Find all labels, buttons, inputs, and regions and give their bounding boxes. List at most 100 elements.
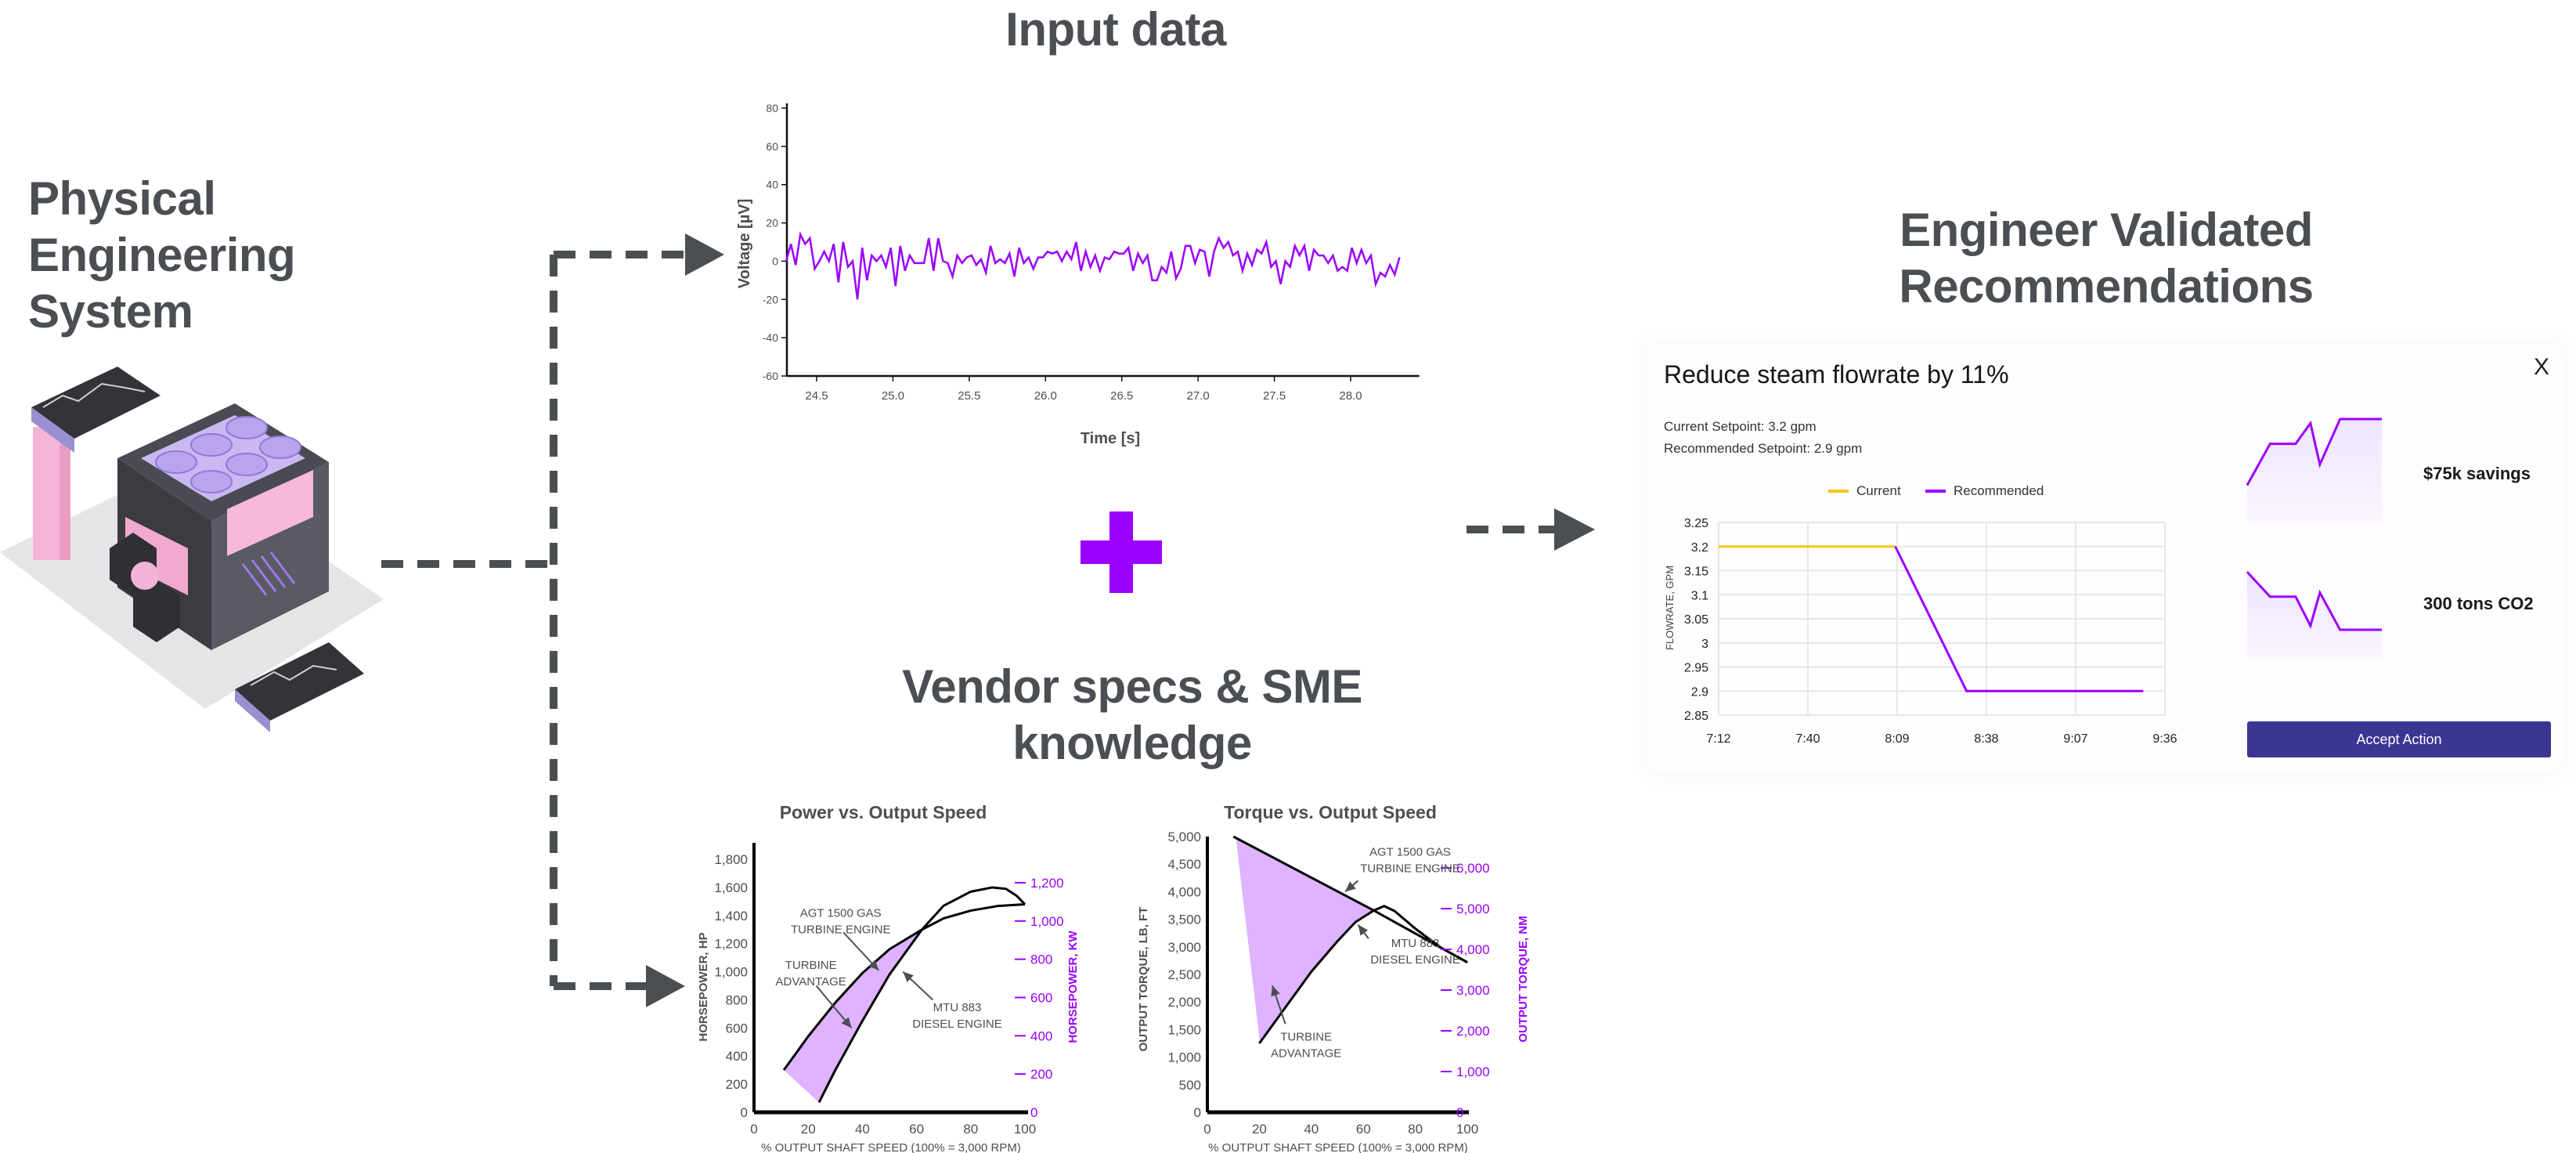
y-tick-label: 3.2 [1691, 541, 1708, 555]
annotation-label: TURBINE [785, 959, 837, 972]
annotation-label: MTU 883 [933, 1001, 982, 1014]
legend-label: Recommended [1954, 483, 2044, 498]
y-tick-label: 0 [741, 1105, 748, 1120]
close-icon[interactable]: X [2534, 354, 2550, 380]
y-tick-label: 20 [766, 217, 778, 230]
right-y-tick-label: 800 [1030, 952, 1052, 967]
y-axis-label: HORSEPOWER, HP [697, 932, 710, 1041]
annotation-label: DIESEL ENGINE [912, 1017, 1001, 1031]
co2-metric: 300 tons CO2 [2423, 594, 2534, 613]
recommended-series-line [1894, 546, 2144, 692]
y-tick-label: 800 [726, 992, 748, 1007]
y-tick-label: -20 [763, 293, 778, 305]
chart-title: Torque vs. Output Speed [1224, 802, 1437, 822]
x-tick-label: 8:38 [1974, 732, 1998, 746]
y-tick-label: 600 [726, 1021, 748, 1036]
x-tick-label: 0 [1203, 1122, 1210, 1137]
metric-trend-charts [2246, 417, 2382, 659]
recommendation-card: Reduce steam flowrate by 11% Current Set… [1647, 345, 2563, 772]
right-y-tick-label: 4,000 [1456, 942, 1490, 957]
turbine-advantage-region [1236, 837, 1374, 1043]
x-axis-label: % OUTPUT SHAFT SPEED (100% = 3,000 RPM) [1208, 1141, 1468, 1153]
title-line: Engineer Validated [1900, 204, 2313, 256]
flowrate-chart: 3.25 3.2 3.15 3.1 3.05 3 2.95 2.9 2.85 7:12 7:40 8:… [1664, 517, 2177, 746]
y-tick-label: 1,400 [714, 909, 748, 923]
right-y-tick-label: 1,200 [1030, 876, 1064, 891]
annotation-label: ADVANTAGE [1271, 1046, 1341, 1060]
physical-system-title: Physical Engineering System [28, 171, 296, 340]
x-tick-label: 40 [855, 1122, 870, 1137]
engine-illustration [0, 367, 384, 732]
x-tick-label: 0 [750, 1122, 757, 1137]
annotation-label: TURBINE [1280, 1030, 1332, 1043]
annotation-label: TURBINE ENGINE [791, 923, 891, 937]
annotation-label: AGT 1500 GAS [800, 907, 882, 920]
title-line: Engineering [28, 229, 296, 281]
y-tick-label: 1,800 [714, 852, 748, 867]
x-tick-label: 80 [1408, 1122, 1423, 1137]
diesel-engine-line [1258, 905, 1468, 1044]
y-tick-label: 3.05 [1684, 613, 1708, 627]
right-y-tick-label: 3,000 [1456, 983, 1490, 998]
chart-title: Power vs. Output Speed [780, 802, 987, 822]
y-tick-label: 60 [766, 140, 778, 153]
y-tick-label: 1,000 [714, 965, 748, 980]
y-tick-label: 500 [1179, 1078, 1201, 1093]
y-tick-label: 0 [1194, 1105, 1201, 1120]
right-y-tick-label: 400 [1030, 1028, 1052, 1043]
y-tick-label: 5,000 [1167, 830, 1201, 844]
current-setpoint: Current Setpoint: 3.2 gpm [1664, 419, 1817, 434]
x-tick-label: 100 [1014, 1122, 1036, 1137]
x-tick-label: 60 [909, 1122, 924, 1137]
y-tick-label: 200 [726, 1077, 748, 1092]
right-y-tick-label: 6,000 [1456, 861, 1490, 876]
y-tick-label: 2.95 [1684, 662, 1708, 675]
y-axis-label: FLOWRATE, GPM [1664, 566, 1676, 650]
right-y-tick-label: 5,000 [1456, 902, 1490, 916]
annotation-label: AGT 1500 GAS [1369, 846, 1451, 859]
x-tick-label: 40 [1304, 1122, 1319, 1137]
right-y-axis-label: HORSEPOWER, KW [1066, 930, 1080, 1043]
accept-action-button[interactable]: Accept Action [2247, 721, 2551, 757]
turbine-advantage-region [784, 929, 922, 1103]
annotation-label: MTU 883 [1391, 937, 1440, 950]
x-tick-label: 27.5 [1263, 389, 1286, 403]
y-axis-label: OUTPUT TORQUE, LB, FT [1137, 907, 1150, 1052]
x-tick-label: 24.5 [805, 389, 828, 403]
y-tick-label: 2,000 [1167, 995, 1201, 1010]
recommendations-title: Engineer Validated Recommendations [1899, 202, 2314, 315]
x-tick-label: 28.0 [1339, 389, 1362, 403]
y-tick-label: 3 [1701, 638, 1708, 651]
legend-swatch [1828, 490, 1849, 493]
x-tick-label: 20 [1252, 1122, 1267, 1137]
right-y-tick-label: 1,000 [1030, 914, 1064, 929]
x-tick-label: 25.0 [882, 389, 904, 403]
x-tick-label: 9:36 [2152, 732, 2177, 746]
y-tick-label: -40 [763, 331, 778, 344]
trend-line [2246, 571, 2382, 631]
y-tick-label: 400 [726, 1049, 748, 1064]
annotation-label: ADVANTAGE [776, 975, 846, 989]
x-tick-label: 20 [801, 1122, 816, 1137]
diesel-engine-line [817, 886, 1026, 1104]
arrowhead-icons [646, 233, 1595, 1007]
x-tick-label: 26.0 [1034, 389, 1057, 403]
y-tick-label: 3,000 [1167, 940, 1201, 955]
title-line: Recommendations [1899, 260, 2314, 313]
x-axis-label: % OUTPUT SHAFT SPEED (100% = 3,000 RPM) [761, 1141, 1021, 1153]
right-y-tick-label: 200 [1030, 1067, 1052, 1082]
arrowhead-icon [1271, 985, 1280, 997]
x-tick-label: 27.0 [1187, 389, 1210, 403]
trend-area [2247, 419, 2382, 522]
arrowhead-icon [841, 1017, 852, 1028]
y-tick-label: -60 [763, 370, 778, 382]
recommended-setpoint: Recommended Setpoint: 2.9 gpm [1664, 441, 1863, 456]
right-y-axis-label: OUTPUT TORQUE, NM [1517, 916, 1530, 1042]
y-tick-label: 4,500 [1167, 857, 1201, 872]
vendor-specs-title: Vendor specs & SME knowledge [902, 659, 1362, 772]
y-tick-label: 3.1 [1691, 589, 1708, 602]
legend-recommended: Recommended [1925, 483, 2044, 499]
x-axis-label: Time [s] [1081, 430, 1140, 447]
